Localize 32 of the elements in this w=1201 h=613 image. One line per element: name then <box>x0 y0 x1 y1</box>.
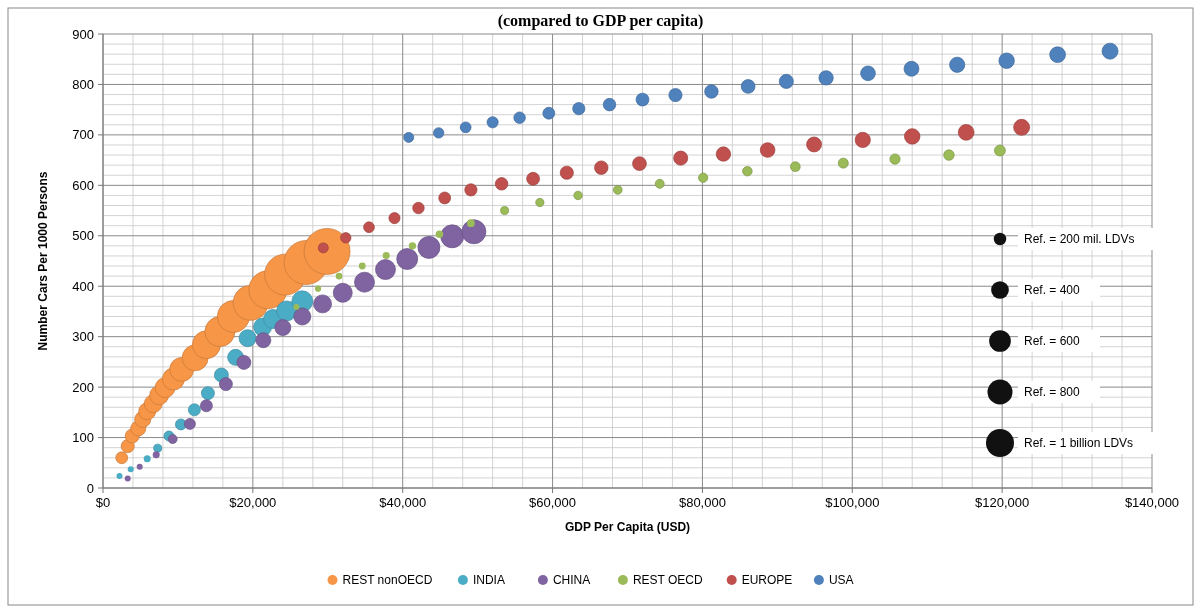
x-tick-label: $140,000 <box>1124 495 1180 510</box>
legend-label: REST nonOECD <box>342 573 433 588</box>
legend-label: Ref. = 400 <box>1024 283 1081 298</box>
legend-label: REST OECD <box>632 573 704 588</box>
y-tick-label: 700 <box>72 127 94 143</box>
x-tick-label: $120,000 <box>975 495 1030 510</box>
x-tick-label: $60,000 <box>529 495 577 510</box>
legend-label: Ref. = 800 <box>1024 385 1081 400</box>
y-tick-label: 400 <box>72 278 94 294</box>
x-tick-label: $0 <box>95 495 111 510</box>
chart-title: (compared to GDP per capita) <box>497 12 704 30</box>
legend-label: CHINA <box>552 573 591 588</box>
y-tick-label: 300 <box>72 329 94 345</box>
y-tick-label: 0 <box>86 480 94 496</box>
y-tick-label: 900 <box>72 26 94 42</box>
legend-label: USA <box>828 573 854 588</box>
legend-label: Ref. = 1 billion LDVs <box>1024 436 1134 451</box>
x-tick-label: $20,000 <box>229 495 277 510</box>
y-axis-title: Number Cars Per 1000 Persons <box>36 171 50 351</box>
legend-label: Ref. = 600 <box>1024 334 1081 349</box>
x-tick-label: $40,000 <box>379 495 427 510</box>
x-tick-label: $80,000 <box>678 495 726 510</box>
legend-label: INDIA <box>472 573 505 588</box>
x-tick-label: $100,000 <box>825 495 880 510</box>
y-tick-label: 500 <box>72 228 94 244</box>
legend-label: Ref. = 200 mil. LDVs <box>1024 232 1135 247</box>
x-axis-title: GDP Per Capita (USD) <box>564 520 691 534</box>
y-tick-label: 600 <box>72 177 94 193</box>
y-tick-label: 800 <box>72 76 94 92</box>
legend-label: EUROPE <box>741 573 793 588</box>
y-tick-label: 200 <box>72 379 94 395</box>
y-tick-label: 100 <box>72 430 94 446</box>
